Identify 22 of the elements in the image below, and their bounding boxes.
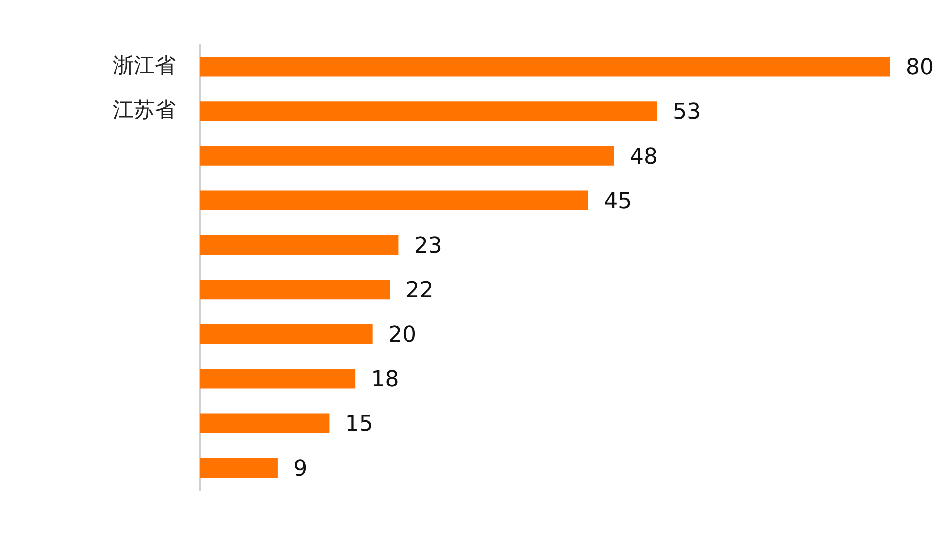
data-label: 48 bbox=[630, 144, 658, 170]
data-label: 15 bbox=[345, 412, 374, 438]
bar bbox=[200, 369, 356, 389]
bar bbox=[200, 458, 278, 478]
bar bbox=[200, 102, 658, 122]
y-tick-label: 江苏省 bbox=[113, 98, 176, 122]
bar bbox=[200, 414, 330, 434]
data-label: 45 bbox=[604, 189, 632, 214]
bar bbox=[200, 280, 390, 300]
bar bbox=[200, 190, 588, 210]
bar bbox=[200, 57, 890, 77]
y-tick-label: 浙江省 bbox=[113, 53, 176, 78]
data-label: 53 bbox=[673, 100, 702, 126]
data-label: 80 bbox=[906, 56, 934, 81]
data-label: 9 bbox=[294, 456, 308, 482]
data-label: 20 bbox=[388, 323, 416, 348]
data-label: 23 bbox=[414, 234, 442, 259]
data-label: 18 bbox=[371, 368, 400, 393]
bar bbox=[200, 324, 373, 344]
bar bbox=[200, 146, 614, 166]
bar bbox=[200, 235, 399, 256]
data-label: 22 bbox=[406, 278, 434, 304]
